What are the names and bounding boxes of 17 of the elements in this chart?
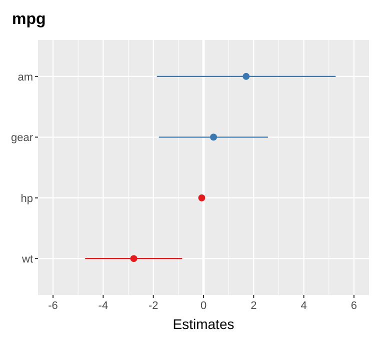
y-tick-label: hp [20,192,33,205]
y-tick-label: gear [10,132,34,144]
point [130,255,138,262]
x-tick-label: 0 [200,300,207,312]
x-tick-label: -4 [98,300,108,312]
x-tick-label: 6 [350,300,358,312]
x-tick-label: 4 [300,300,307,312]
point [198,194,206,202]
chart-title: mpg [12,11,46,28]
point [242,72,250,80]
point [210,134,218,141]
x-tick-label: -2 [148,300,158,312]
x-tick-label: 2 [250,300,257,312]
y-tick-label: am [18,71,33,84]
y-tick-label: wt [21,254,33,266]
x-tick-label: -6 [48,300,58,312]
x-axis-title: Estimates [172,316,234,332]
